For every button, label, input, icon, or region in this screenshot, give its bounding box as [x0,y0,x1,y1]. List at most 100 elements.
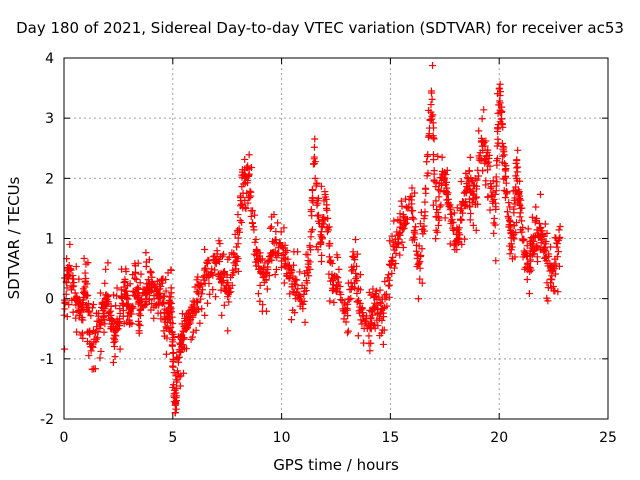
data-point [180,369,188,377]
data-point [554,288,562,296]
data-point [259,264,267,272]
data-point [505,199,513,207]
data-point [202,264,210,272]
data-point [490,195,498,203]
data-point [101,279,109,287]
data-point [435,193,443,201]
data-point [410,228,418,236]
data-point [148,300,156,308]
data-point [111,353,119,361]
data-point [386,261,394,269]
data-point [335,278,343,286]
x-tick-label: 10 [273,430,291,446]
data-point [353,277,361,285]
data-point [444,189,452,197]
data-point [494,155,502,163]
data-point [376,286,384,294]
data-point [296,268,304,276]
data-point [82,275,90,283]
data-point [516,200,524,208]
data-point [162,350,170,358]
data-point [551,287,559,295]
data-point [96,354,104,362]
data-point [456,231,464,239]
data-point [415,259,423,267]
data-point [388,232,396,240]
data-point [518,204,526,212]
data-point [518,228,526,236]
y-tick-label: 1 [45,232,54,248]
data-point [167,266,175,274]
data-point [265,272,273,280]
data-point [94,334,102,342]
data-point [429,201,437,209]
data-point [73,328,81,336]
data-point [394,240,402,248]
data-point [245,171,253,179]
data-point [363,312,371,320]
data-point [353,289,361,297]
data-point [246,194,254,202]
data-point [189,313,197,321]
data-point [472,193,480,201]
data-point [172,400,180,408]
x-tick-label: 20 [490,430,508,446]
data-point [198,290,206,298]
data-point [416,275,424,283]
data-point [495,84,503,92]
data-point [548,276,556,284]
data-point [513,164,521,172]
data-point [356,271,364,279]
data-point [323,206,331,214]
data-point [170,369,178,377]
data-point [408,214,416,222]
data-point [542,253,550,261]
data-point [168,313,176,321]
data-point [482,137,490,145]
data-point [492,257,500,265]
data-point [101,320,109,328]
data-point [176,382,184,390]
data-point [211,266,219,274]
data-point [509,234,517,242]
data-point [392,260,400,268]
data-point [162,276,170,284]
data-point [89,343,97,351]
data-point [512,219,520,227]
data-point [188,333,196,341]
data-point [136,322,144,330]
data-point [218,311,226,319]
data-point [150,314,158,322]
data-point [84,300,92,308]
data-point [85,308,93,316]
data-point [112,302,120,310]
data-point [542,240,550,248]
data-point [67,286,75,294]
data-point [424,133,432,141]
data-point [352,236,360,244]
data-point [148,273,156,281]
data-point [311,158,319,166]
data-point [450,241,458,249]
data-point [220,268,228,276]
data-point [491,221,499,229]
data-point [444,195,452,203]
data-point [87,312,95,320]
data-point [240,180,248,188]
data-point [237,194,245,202]
data-point [88,304,96,312]
data-point [104,299,112,307]
data-point [546,243,554,251]
data-point [398,202,406,210]
data-point [201,311,209,319]
data-point [313,179,321,187]
data-point [262,276,270,284]
data-point [174,367,182,375]
data-point [342,318,350,326]
data-point [518,217,526,225]
data-point [234,255,242,263]
data-point [337,290,345,298]
data-point [441,174,449,182]
data-point [256,249,264,257]
data-point [107,302,115,310]
